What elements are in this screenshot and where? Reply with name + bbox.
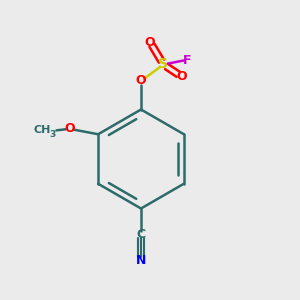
Text: S: S <box>158 58 169 71</box>
Text: O: O <box>64 122 75 135</box>
Text: 3: 3 <box>49 130 56 139</box>
Text: O: O <box>145 35 155 49</box>
Text: CH: CH <box>34 125 51 135</box>
Text: F: F <box>183 53 191 67</box>
Text: N: N <box>136 254 146 268</box>
Text: O: O <box>176 70 187 83</box>
Text: O: O <box>136 74 146 88</box>
Text: C: C <box>136 227 146 241</box>
